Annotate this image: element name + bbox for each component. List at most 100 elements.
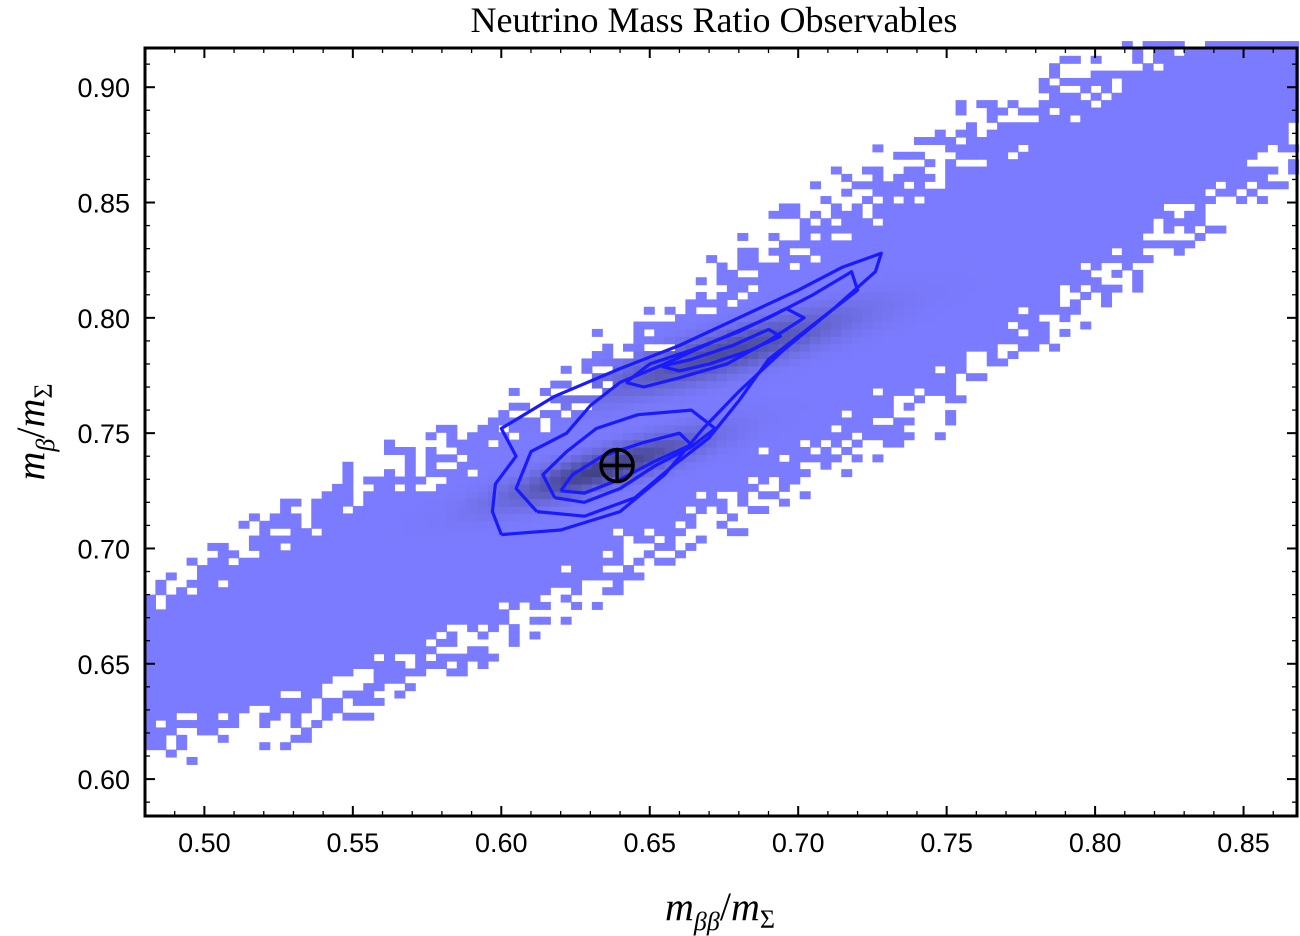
density-cell [1132, 173, 1144, 182]
density-cell [841, 240, 853, 249]
density-cell [882, 424, 894, 433]
density-cell [882, 358, 894, 367]
density-cell [1225, 77, 1237, 86]
density-cell [508, 535, 520, 544]
density-cell [830, 262, 842, 271]
density-cell [384, 476, 395, 485]
density-cell [685, 491, 697, 500]
density-cell [560, 528, 572, 537]
density-cell [1256, 129, 1268, 138]
x-tick-label: 0.50 [178, 828, 231, 858]
density-cell [1090, 255, 1102, 264]
density-cell [1007, 314, 1019, 323]
density-cell [1121, 92, 1133, 101]
density-cell [830, 292, 842, 300]
density-cell [810, 380, 822, 389]
density-cell [633, 387, 645, 396]
density-cell [789, 446, 801, 455]
density-cell [768, 306, 780, 315]
density-cell [820, 196, 832, 205]
density-cell [571, 579, 583, 588]
density-cell [394, 668, 406, 677]
density-cell [1194, 114, 1206, 123]
density-cell [196, 565, 208, 574]
density-cell [269, 579, 281, 588]
density-cell [352, 587, 364, 596]
density-cell [654, 520, 666, 529]
density-cell [1256, 77, 1268, 86]
density-cell [1049, 240, 1061, 249]
density-cell [404, 535, 416, 544]
plot-frame [143, 46, 1299, 818]
density-cell [1277, 129, 1289, 138]
density-cell [290, 520, 302, 529]
density-cell [373, 550, 385, 559]
density-cell [550, 395, 562, 404]
density-cell [913, 321, 925, 330]
density-cell [768, 343, 780, 352]
density-cell [1142, 181, 1154, 190]
density-cell [217, 734, 229, 743]
density-cell [810, 454, 822, 463]
density-cell [487, 594, 499, 603]
density-cell [477, 461, 489, 470]
density-cell [706, 328, 718, 337]
density-cell [747, 365, 759, 374]
density-cell [1277, 144, 1289, 153]
density-cell [477, 594, 489, 603]
density-cell [1163, 129, 1175, 138]
density-cell [1194, 100, 1206, 109]
density-cell [1049, 277, 1061, 286]
density-cell [778, 387, 790, 396]
density-cell [799, 380, 811, 389]
density-cell [363, 550, 375, 559]
density-cell [893, 151, 905, 160]
density-cell [799, 321, 811, 330]
density-cell [1069, 151, 1081, 160]
density-cell [623, 565, 635, 574]
density-cell [539, 550, 551, 559]
density-cell [810, 424, 822, 433]
density-cell [373, 528, 385, 537]
density-cell [1194, 48, 1206, 57]
density-cell [799, 225, 811, 234]
contour-level-2 [514, 270, 860, 518]
density-cell [425, 454, 437, 463]
density-cell [882, 262, 894, 271]
density-cell [1153, 188, 1164, 197]
density-cell [1017, 122, 1029, 131]
density-cell [1267, 55, 1279, 64]
density-cell [862, 351, 874, 360]
density-cell [633, 343, 645, 352]
density-cell [862, 373, 874, 382]
density-cell [300, 631, 312, 640]
density-cell [280, 705, 292, 714]
density-cell [1163, 77, 1175, 86]
density-cell [997, 262, 1009, 271]
density-cell [726, 424, 738, 433]
density-cell [789, 454, 801, 463]
density-cell [1090, 262, 1102, 271]
density-cell [810, 225, 822, 234]
density-cell [1194, 151, 1206, 160]
density-cell [425, 661, 437, 669]
density-cell [1101, 144, 1113, 153]
density-cell [529, 587, 541, 596]
density-cell [155, 742, 167, 751]
density-cell [955, 203, 967, 212]
density-cell [550, 572, 562, 581]
density-cell [529, 454, 541, 463]
density-cell [508, 491, 520, 500]
density-cell [872, 173, 884, 182]
density-cell [768, 365, 780, 374]
density-cell [685, 520, 697, 529]
density-cell [789, 314, 801, 323]
density-cell [404, 469, 416, 478]
density-cell [332, 697, 344, 706]
density-cell [165, 638, 177, 647]
density-cell [415, 579, 427, 588]
density-cell [1038, 188, 1050, 197]
density-cell [165, 675, 177, 684]
density-cell [789, 306, 801, 315]
density-cell [435, 565, 447, 574]
